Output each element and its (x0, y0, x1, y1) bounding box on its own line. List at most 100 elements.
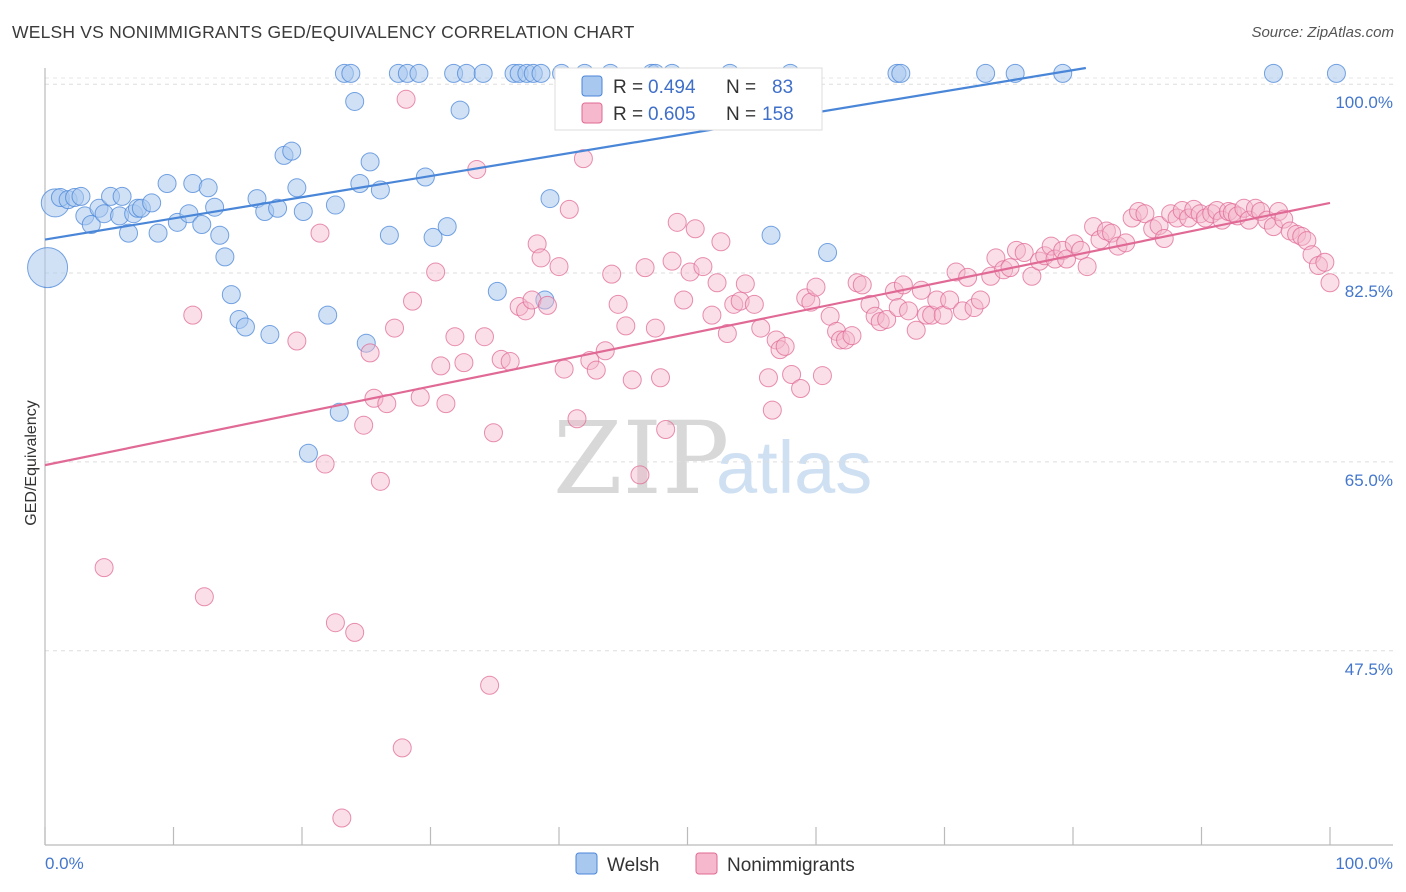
nonimmigrant-point-47 (622, 370, 642, 390)
welsh-trend-line (44, 66, 1087, 241)
welsh-point-12 (119, 223, 139, 243)
nonimmigrant-point-23 (454, 353, 474, 373)
nonimmigrant-point-85 (852, 275, 872, 295)
nonimmigrant-point-121 (1077, 257, 1097, 277)
nonimmigrant-point-58 (693, 257, 713, 277)
welsh-point-57 (450, 100, 470, 120)
nonimmigrant-point-68 (758, 368, 778, 388)
legend-nonimmigrants-label: Nonimmigrants (727, 855, 855, 876)
nonimmigrant-point-107 (986, 248, 1006, 268)
welsh-point-16 (142, 193, 162, 213)
nonimmigrant-point-56 (680, 262, 700, 282)
nonimmigrant-point-39 (567, 409, 587, 429)
nonimmigrant-point-94 (906, 320, 926, 340)
welsh-point-67 (540, 189, 560, 209)
nonimmigrant-point-21 (436, 394, 456, 414)
chart-title: WELSH VS NONIMMIGRANTS GED/EQUIVALENCY C… (12, 22, 635, 42)
y-tick-label-3: 47.5% (1345, 660, 1393, 679)
nonimmigrant-point-36 (549, 257, 569, 277)
welsh-point-38 (298, 443, 318, 463)
nonimmigrant-point-74 (791, 379, 811, 399)
nonimmigrant-point-55 (674, 290, 694, 310)
nonimmigrant-point-9 (354, 415, 374, 435)
nonimmigrant-point-161 (1315, 252, 1335, 272)
nonimmigrant-point-78 (812, 366, 832, 386)
nonimmigrant-point-97 (922, 305, 942, 325)
welsh-point-26 (215, 247, 235, 267)
nonimmigrant-point-34 (531, 248, 551, 268)
nonimmigrant-point-3 (287, 331, 307, 351)
welsh-point-18 (157, 173, 177, 193)
nonimmigrants-r-label: R = (613, 104, 643, 125)
welsh-point-23 (198, 178, 218, 198)
nonimmigrant-point-91 (888, 298, 908, 318)
nonimmigrant-point-141 (1202, 204, 1222, 224)
nonimmigrant-point-38 (559, 199, 579, 219)
welsh-n-value: 83 (772, 77, 793, 98)
welsh-legend-swatch (581, 75, 603, 97)
nonimmigrant-point-46 (616, 316, 636, 336)
welsh-n-label: N = (726, 77, 756, 98)
nonimmigrant-point-44 (602, 264, 622, 284)
nonimmigrant-point-105 (970, 290, 990, 310)
nonimmigrant-point-132 (1149, 216, 1169, 236)
welsh-point-6 (81, 214, 101, 234)
nonimmigrant-point-65 (735, 274, 755, 294)
nonimmigrant-point-101 (946, 262, 966, 282)
nonimmigrant-point-83 (842, 326, 862, 346)
nonimmigrant-point-45 (608, 294, 628, 314)
nonimmigrant-point-6 (325, 613, 345, 633)
welsh-point-36 (287, 178, 307, 198)
nonimmigrant-point-102 (952, 301, 972, 321)
y-axis-tick-labels: 100.0% 82.5% 65.0% 47.5% (1335, 93, 1393, 679)
nonimmigrant-point-7 (332, 808, 352, 828)
welsh-point-49 (379, 225, 399, 245)
welsh-point-39 (318, 305, 338, 325)
y-tick-label-1: 82.5% (1345, 282, 1393, 301)
nonimmigrant-point-33 (527, 234, 547, 254)
welsh-point-46 (356, 333, 376, 353)
nonimmigrant-point-8 (345, 622, 365, 642)
nonimmigrants-r-value: 0.605 (648, 104, 696, 125)
nonimmigrant-point-69 (762, 400, 782, 420)
nonimmigrant-point-158 (1297, 231, 1317, 251)
nonimmigrant-point-16 (396, 89, 416, 109)
nonimmigrant-point-72 (775, 336, 795, 356)
nonimmigrant-point-17 (403, 291, 423, 311)
nonimmigrant-point-115 (1041, 236, 1061, 256)
x-axis-ticks (44, 827, 1331, 845)
welsh-point-75 (761, 225, 781, 245)
nonimmigrant-point-2 (194, 587, 214, 607)
nonimmigrant-point-52 (656, 420, 676, 440)
welsh-point-25 (210, 225, 230, 245)
nonimmigrant-point-73 (782, 364, 802, 384)
x-tick-label-max: 100.0% (1335, 854, 1393, 873)
nonimmigrant-point-154 (1274, 209, 1294, 229)
nonimmigrant-point-42 (586, 360, 606, 380)
nonimmigrant-point-12 (370, 471, 390, 491)
nonimmigrant-point-5 (315, 454, 335, 474)
watermark: ZIP atlas (553, 400, 872, 517)
y-axis-label: GED/Equivalency (23, 400, 40, 525)
nonimmigrant-point-54 (667, 212, 687, 232)
welsh-point-11 (112, 186, 132, 206)
nonimmigrant-point-51 (651, 368, 671, 388)
nonimmigrant-point-93 (899, 301, 919, 321)
legend-welsh-swatch (575, 852, 598, 875)
nonimmigrant-point-120 (1071, 240, 1091, 260)
nonimmigrant-point-22 (445, 327, 465, 347)
welsh-point-79 (891, 63, 911, 83)
welsh-point-52 (409, 63, 429, 83)
nonimmigrant-point-77 (806, 277, 826, 297)
nonimmigrant-point-112 (1022, 266, 1042, 286)
nonimmigrant-point-50 (645, 318, 665, 338)
legend-welsh-label: Welsh (607, 855, 659, 876)
welsh-point-83 (1263, 63, 1283, 83)
welsh-point-37 (293, 202, 313, 222)
nonimmigrant-point-61 (711, 232, 731, 252)
y-tick-label-2: 65.0% (1345, 471, 1393, 490)
nonimmigrants-n-value: 158 (762, 104, 794, 125)
nonimmigrant-point-15 (392, 738, 412, 758)
series-legend: Welsh Nonimmigrants (575, 852, 855, 876)
